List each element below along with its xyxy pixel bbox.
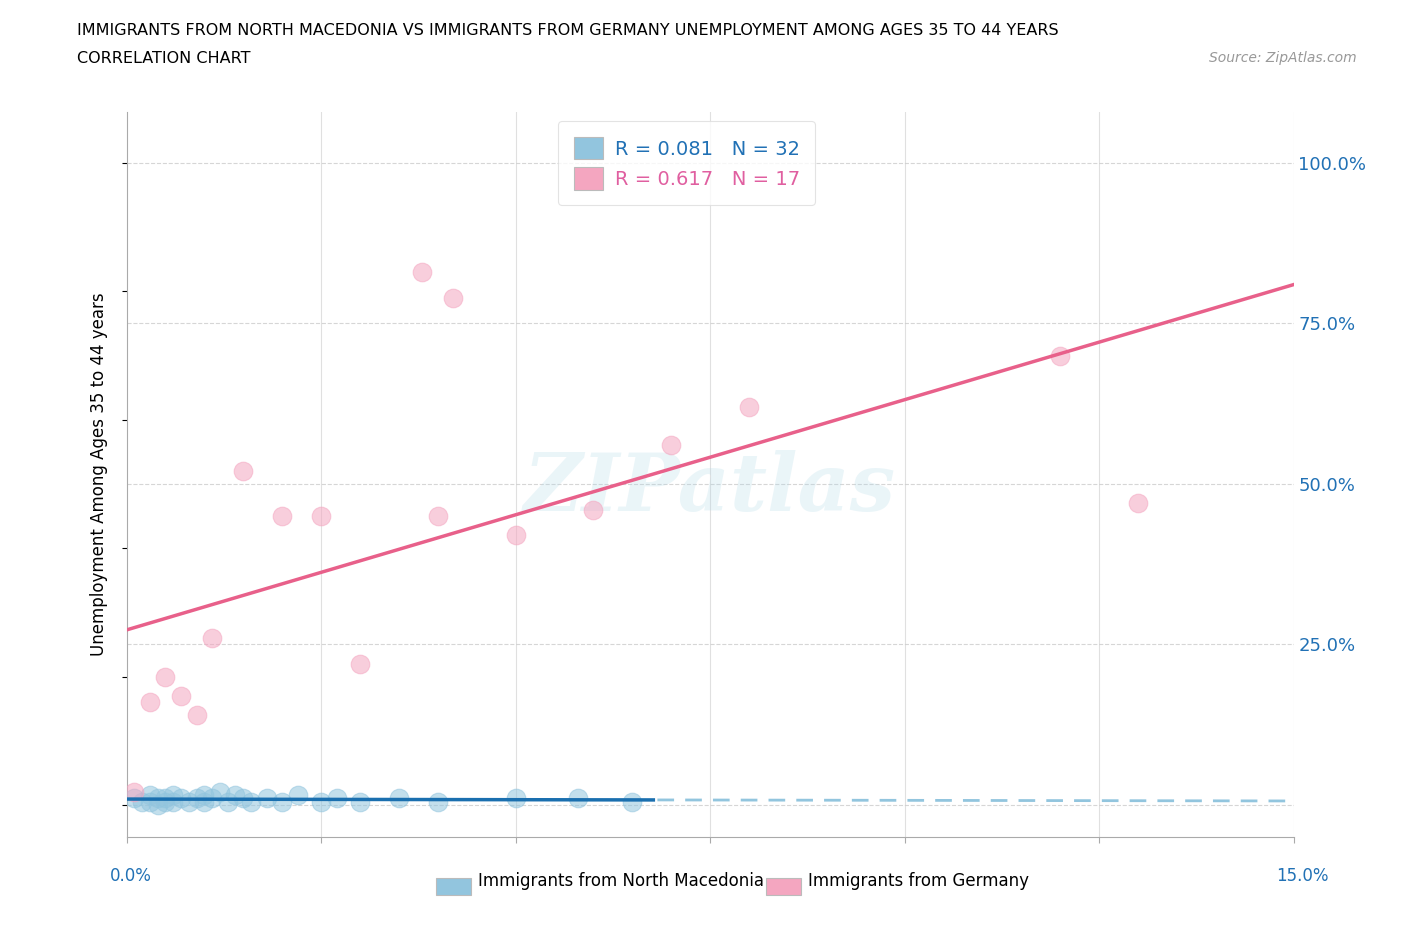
Y-axis label: Unemployment Among Ages 35 to 44 years: Unemployment Among Ages 35 to 44 years (90, 293, 108, 656)
Point (232, 791, 254, 806)
Text: 15.0%: 15.0% (1277, 867, 1329, 884)
Point (287, 788, 309, 803)
Point (240, 794, 263, 809)
Point (146, 791, 169, 806)
Point (309, 509, 332, 524)
Point (224, 788, 246, 803)
Point (201, 791, 224, 806)
Text: IMMIGRANTS FROM NORTH MACEDONIA VS IMMIGRANTS FROM GERMANY UNEMPLOYMENT AMONG AG: IMMIGRANTS FROM NORTH MACEDONIA VS IMMIG… (77, 23, 1059, 38)
Point (155, 794, 177, 809)
Text: CORRELATION CHART: CORRELATION CHART (77, 51, 250, 66)
Text: Source: ZipAtlas.com: Source: ZipAtlas.com (1209, 51, 1357, 65)
Point (1049, 348, 1071, 363)
Point (124, 791, 146, 806)
Text: Immigrants from Germany: Immigrants from Germany (808, 872, 1029, 890)
Point (186, 708, 208, 723)
Point (256, 791, 278, 806)
Point (567, 791, 589, 806)
Point (193, 794, 215, 809)
Point (193, 788, 215, 803)
Point (271, 509, 294, 524)
Point (411, 265, 433, 280)
Point (131, 794, 153, 809)
Point (155, 791, 177, 806)
Point (426, 794, 449, 809)
Point (441, 290, 464, 305)
Point (170, 688, 193, 703)
Text: ZIPatlas: ZIPatlas (524, 450, 896, 527)
Point (659, 438, 682, 453)
Point (162, 788, 184, 803)
Point (505, 528, 527, 543)
Point (186, 791, 208, 806)
Point (124, 785, 146, 800)
Point (505, 791, 527, 806)
Point (349, 657, 371, 671)
Point (170, 791, 193, 806)
Point (217, 794, 239, 809)
Point (177, 794, 200, 809)
Text: Immigrants from North Macedonia: Immigrants from North Macedonia (478, 872, 763, 890)
Point (621, 794, 644, 809)
Point (309, 794, 332, 809)
Point (232, 464, 254, 479)
Point (201, 631, 224, 645)
Point (139, 695, 162, 710)
Point (139, 794, 162, 809)
Point (325, 791, 347, 806)
Point (271, 794, 294, 809)
Point (139, 788, 162, 803)
Point (155, 669, 177, 684)
Point (388, 791, 411, 806)
Text: 0.0%: 0.0% (110, 867, 152, 884)
Point (582, 502, 605, 517)
Point (208, 785, 231, 800)
Point (146, 797, 169, 812)
Point (426, 509, 449, 524)
Point (738, 400, 761, 415)
Point (162, 794, 184, 809)
Point (1126, 496, 1149, 511)
Point (349, 794, 371, 809)
Legend: R = 0.081   N = 32, R = 0.617   N = 17: R = 0.081 N = 32, R = 0.617 N = 17 (558, 121, 815, 206)
